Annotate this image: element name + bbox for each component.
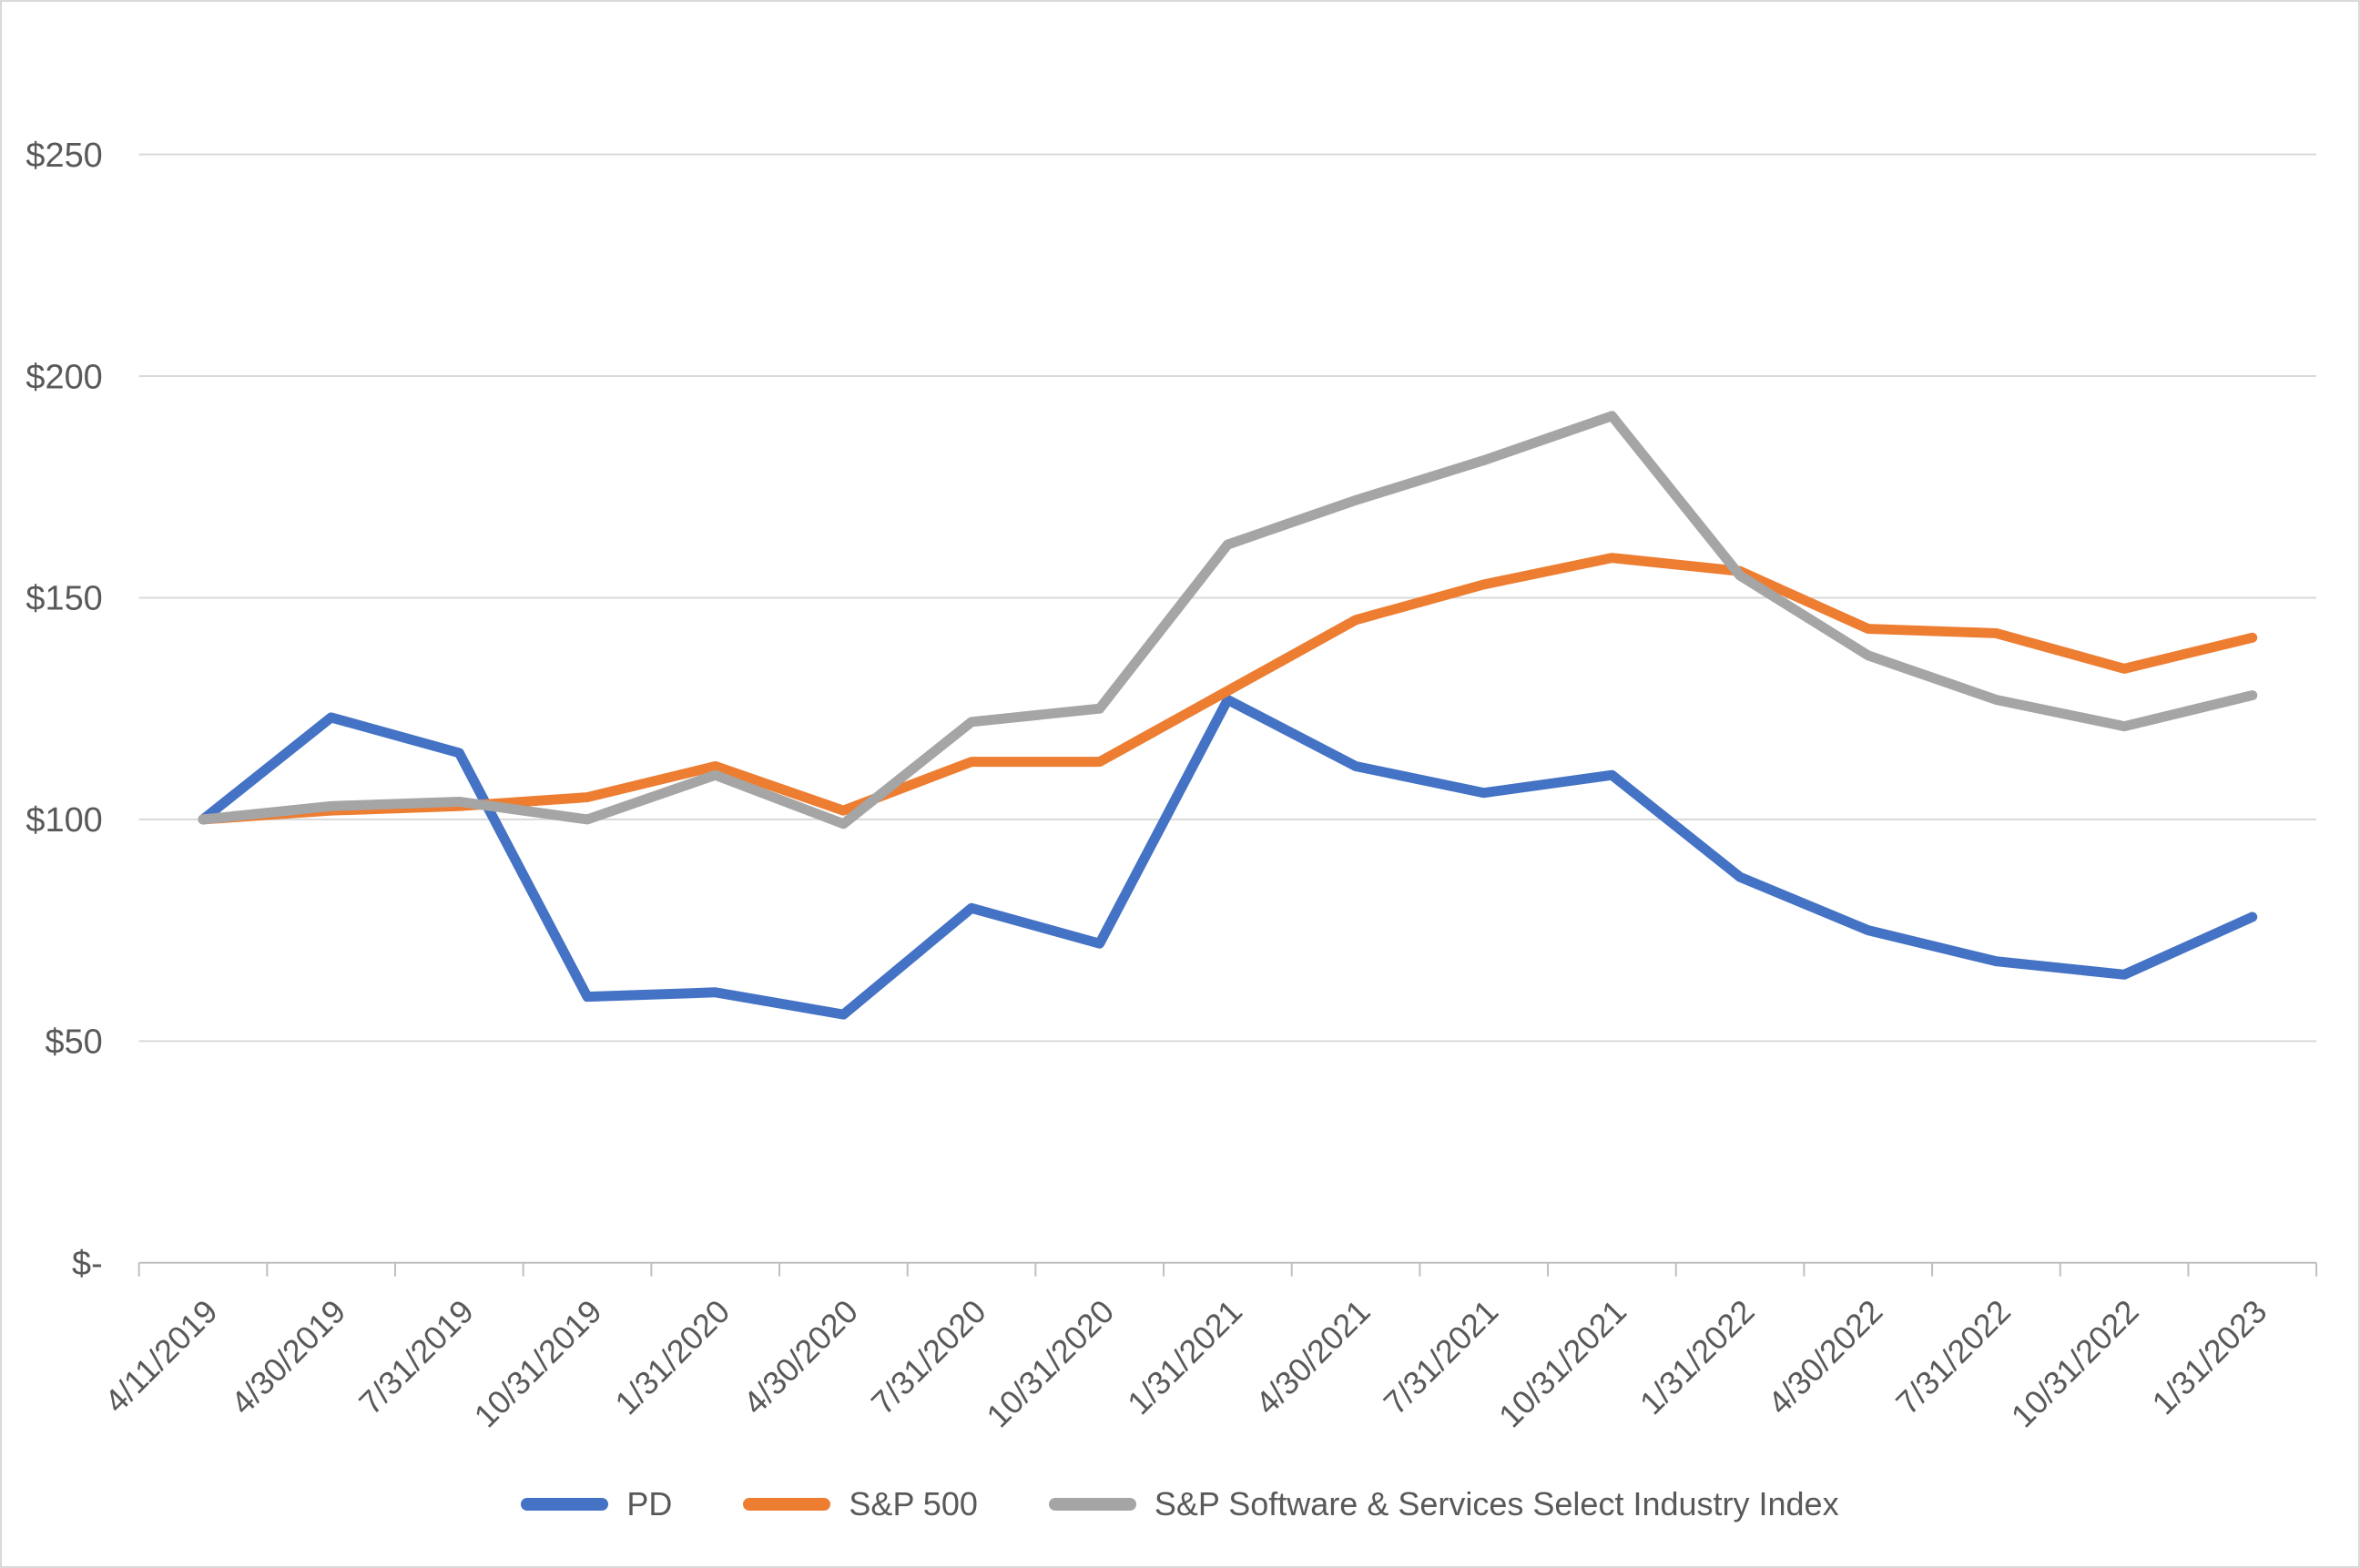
x-axis-label: 4/30/2021 xyxy=(1248,1292,1378,1421)
legend-label-sp500: S&P 500 xyxy=(849,1485,978,1522)
x-axis-label: 4/11/2019 xyxy=(97,1292,225,1420)
x-axis-label: 7/31/2019 xyxy=(351,1292,481,1421)
x-axis-label: 1/31/2021 xyxy=(1120,1292,1249,1421)
x-axis-label: 7/31/2022 xyxy=(1888,1292,2018,1421)
x-axis-label: 10/31/2021 xyxy=(1491,1292,1633,1434)
series-line-pd xyxy=(198,694,2258,1020)
legend-swatch-sp-software-index xyxy=(1048,1498,1136,1511)
y-axis-label: $150 xyxy=(25,580,102,618)
x-axis-label: 4/30/2019 xyxy=(223,1292,352,1421)
y-axis-label: $100 xyxy=(25,801,102,840)
y-axis-label: $200 xyxy=(25,358,102,396)
series-line-s-p-500 xyxy=(198,553,2258,825)
legend-item-pd: PD xyxy=(521,1485,672,1523)
legend-label-sp-software-index: S&P Software & Services Select Industry … xyxy=(1154,1485,1839,1522)
x-axis-label: 1/31/2022 xyxy=(1633,1292,1762,1421)
legend-label-pd: PD xyxy=(626,1485,673,1522)
series-line-s-p-software-services-select-industry-index xyxy=(198,411,2258,830)
x-axis-label: 4/30/2020 xyxy=(736,1292,865,1421)
legend: PD S&P 500 S&P Software & Services Selec… xyxy=(2,1479,2358,1530)
legend-swatch-sp500 xyxy=(743,1498,831,1511)
legend-item-sp500: S&P 500 xyxy=(743,1485,978,1523)
x-axis-label: 7/31/2020 xyxy=(864,1292,993,1421)
x-axis-label: 7/31/2021 xyxy=(1376,1292,1505,1421)
y-axis-label: $250 xyxy=(25,137,102,175)
x-axis-label: 10/31/2020 xyxy=(979,1292,1121,1434)
x-axis-label: 1/31/2023 xyxy=(2144,1292,2274,1421)
legend-item-sp-software-index: S&P Software & Services Select Industry … xyxy=(1048,1485,1839,1523)
x-axis-label: 1/31/2020 xyxy=(607,1292,737,1421)
y-axis-label: $50 xyxy=(46,1023,103,1062)
legend-swatch-pd xyxy=(521,1498,609,1511)
x-axis-label: 4/30/2022 xyxy=(1760,1292,1889,1421)
x-axis-label: 10/31/2022 xyxy=(2004,1292,2146,1434)
x-axis-label: 10/31/2019 xyxy=(467,1292,609,1434)
y-axis-label: $- xyxy=(72,1245,103,1283)
